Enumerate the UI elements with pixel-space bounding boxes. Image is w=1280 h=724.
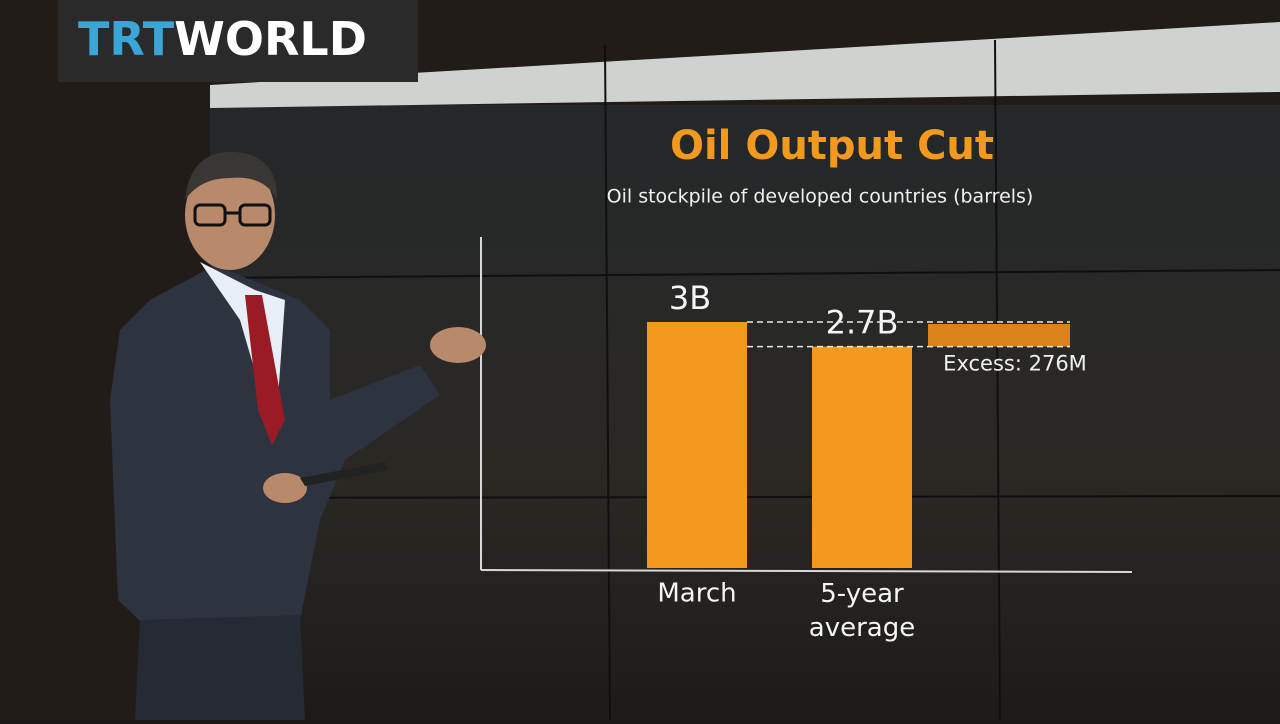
x-tick-label: March: [657, 579, 736, 609]
head: [185, 160, 275, 270]
hand: [430, 327, 486, 363]
hair: [185, 151, 278, 200]
value-label: 3B: [669, 279, 711, 317]
annotation-label: Excess: 276M: [943, 352, 1087, 376]
tie: [245, 295, 285, 445]
x-tick-label: 5-year average: [809, 579, 915, 643]
logo-box: [58, 0, 418, 82]
presenter: [110, 151, 486, 720]
chart-subtitle: Oil stockpile of developed countries (ba…: [607, 186, 1034, 208]
seam: [209, 269, 1280, 279]
logo-world: WORLD: [174, 12, 367, 66]
excess-bar: [928, 323, 1070, 347]
logo-trt: TRT: [78, 12, 175, 66]
suit: [110, 265, 440, 630]
chart-title: Oil Output Cut: [670, 123, 994, 169]
logo: TRTWORLD: [78, 12, 367, 66]
seam: [604, 44, 611, 721]
hand: [263, 473, 307, 503]
glasses: [193, 203, 272, 227]
seam: [994, 39, 1001, 721]
trousers: [135, 615, 305, 720]
wall-strip: [210, 22, 1280, 108]
bar: [812, 346, 912, 568]
tablet: [300, 462, 388, 486]
bar: [647, 322, 747, 568]
x-axis: [480, 569, 1133, 573]
